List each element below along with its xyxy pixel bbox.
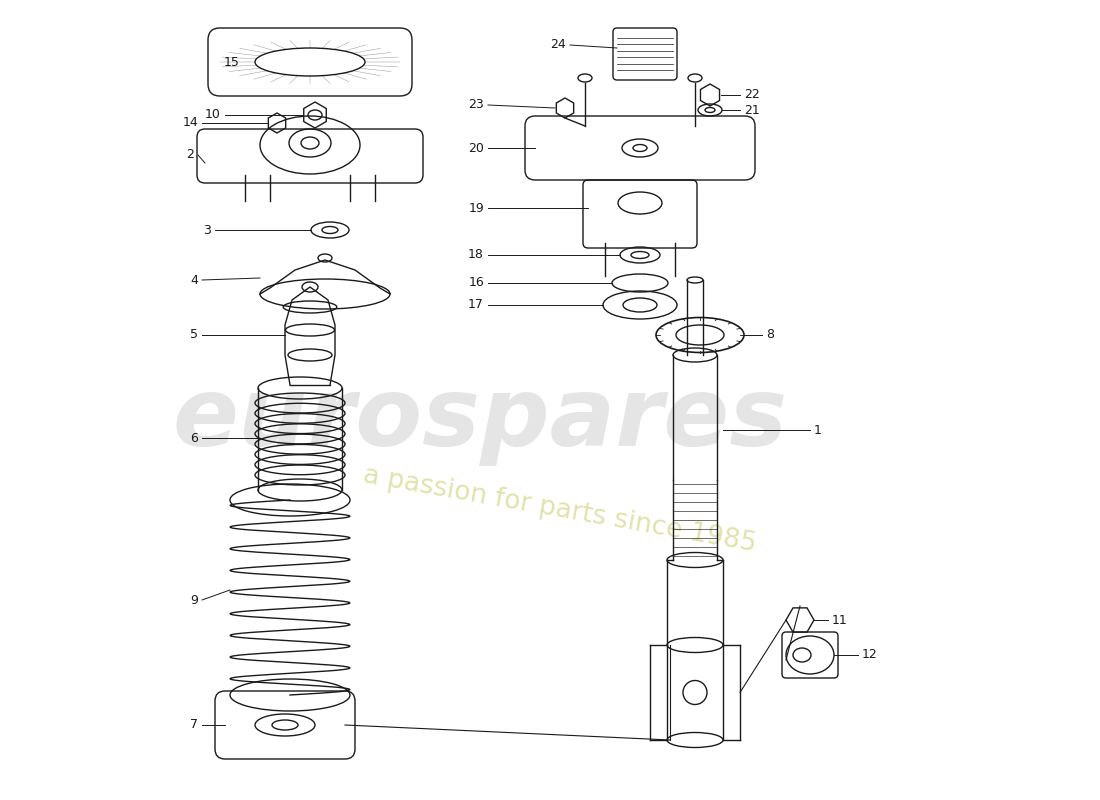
Text: 9: 9 [190,594,198,606]
Text: 22: 22 [744,89,760,102]
Text: 7: 7 [190,718,198,731]
Text: 18: 18 [469,249,484,262]
Text: 12: 12 [862,649,878,662]
Text: 19: 19 [469,202,484,214]
Text: 10: 10 [205,109,221,122]
Text: 23: 23 [469,98,484,111]
Text: 17: 17 [469,298,484,311]
Text: 4: 4 [190,274,198,286]
Text: 6: 6 [190,431,198,445]
Text: a passion for parts since 1985: a passion for parts since 1985 [361,462,759,558]
Text: 11: 11 [832,614,848,626]
Text: 16: 16 [469,277,484,290]
Text: 14: 14 [183,117,198,130]
Text: 15: 15 [224,55,240,69]
Text: 20: 20 [469,142,484,154]
Text: eurospares: eurospares [173,374,788,466]
Text: 5: 5 [190,329,198,342]
Text: 24: 24 [550,38,566,51]
Text: 3: 3 [204,223,211,237]
Text: 8: 8 [766,329,774,342]
Text: 1: 1 [814,423,822,437]
Text: 21: 21 [744,103,760,117]
Text: 2: 2 [186,149,194,162]
